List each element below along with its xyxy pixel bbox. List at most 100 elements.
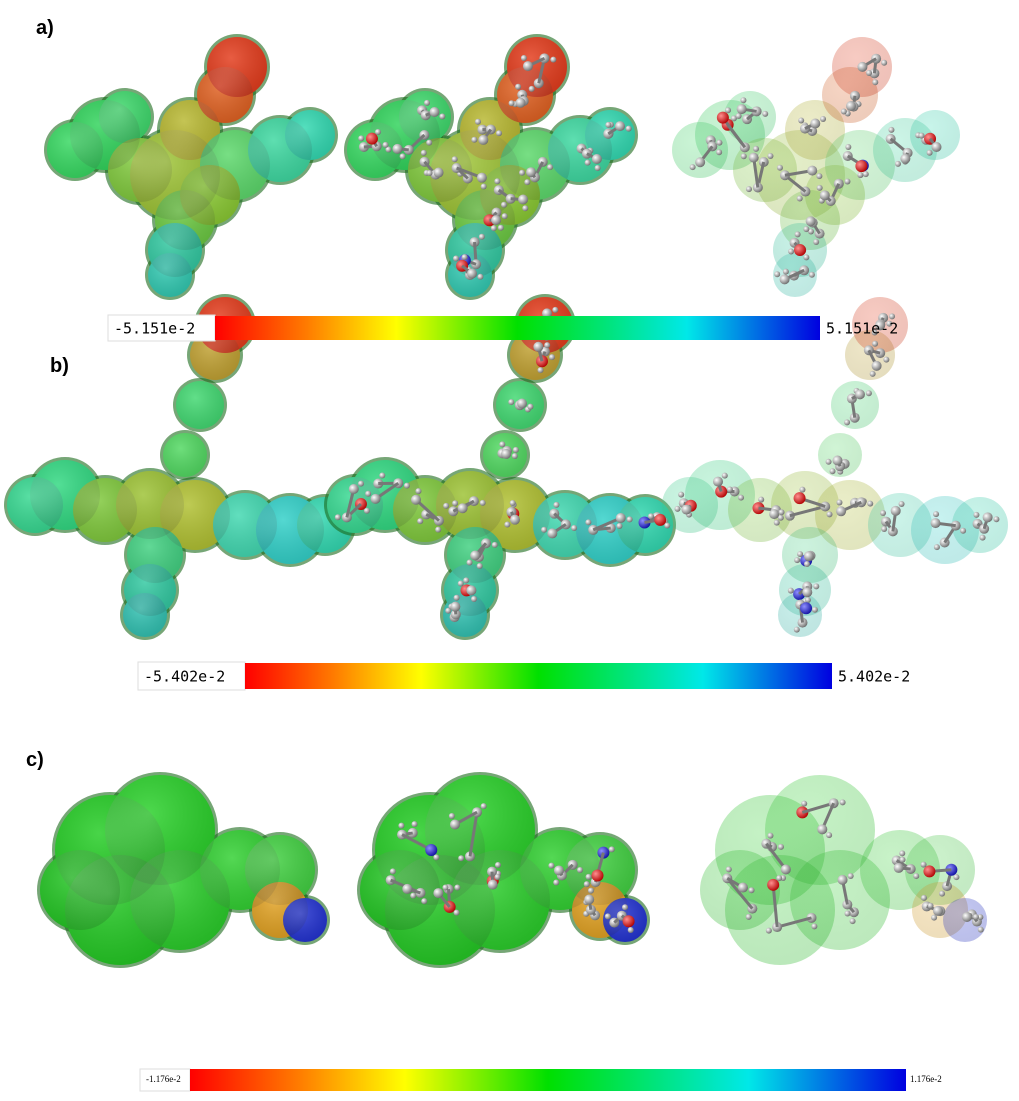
atom-h: [919, 133, 925, 139]
atom-h: [741, 153, 747, 159]
atom-h: [513, 447, 519, 453]
atom: [800, 602, 812, 614]
atom-h: [813, 239, 819, 245]
atom: [717, 112, 729, 124]
molecule: [672, 37, 960, 297]
atom-h: [585, 519, 591, 525]
atom-h: [900, 857, 906, 863]
atom-h: [421, 150, 427, 156]
atom-h: [335, 514, 341, 520]
atom: [488, 880, 498, 890]
atom-h: [812, 607, 818, 613]
atom-h: [774, 520, 780, 526]
atom: [547, 528, 557, 538]
atom-h: [766, 928, 772, 934]
atom-h: [767, 833, 773, 839]
atom: [855, 389, 865, 399]
atom-h: [776, 875, 782, 881]
atom-h: [481, 183, 487, 189]
surface-shade: [123, 593, 167, 637]
atom-h: [515, 84, 521, 90]
atom-h: [798, 117, 804, 123]
atom-h: [538, 367, 544, 373]
atom-h: [870, 371, 876, 377]
atom-h: [866, 70, 872, 76]
atom-h: [479, 234, 485, 240]
scale-max: 5.402e-2: [838, 668, 910, 686]
atom: [923, 865, 935, 877]
atom-h: [458, 580, 464, 586]
atom-h: [549, 354, 555, 360]
atom-h: [628, 927, 634, 933]
atom-h: [726, 866, 732, 872]
atom-h: [830, 468, 836, 474]
atom-h: [767, 153, 773, 159]
panel-label: b): [50, 355, 69, 377]
atom-h: [400, 153, 406, 159]
atom-h: [799, 487, 805, 493]
atom: [466, 585, 476, 595]
atom-h: [794, 627, 800, 633]
atom-h: [740, 97, 746, 103]
atom: [425, 844, 437, 856]
atom: [501, 449, 511, 459]
atom: [554, 865, 564, 875]
atom: [846, 101, 856, 111]
atom: [526, 167, 536, 177]
scale-bar: [190, 1069, 906, 1091]
atom: [584, 894, 594, 904]
atom-h: [827, 511, 833, 517]
atom-h: [622, 904, 628, 910]
atom-h: [379, 473, 385, 479]
atom-h: [439, 113, 445, 119]
atom: [807, 166, 817, 176]
atom: [467, 269, 477, 279]
atom-h: [933, 511, 939, 517]
atom-h: [788, 588, 794, 594]
atom-h: [390, 868, 396, 874]
atom: [491, 215, 501, 225]
atom-h: [746, 914, 752, 920]
atom-h: [716, 140, 722, 146]
atom-h: [541, 527, 547, 533]
atom-h: [504, 522, 510, 528]
atom: [713, 477, 723, 487]
atom-h: [973, 914, 979, 920]
atom-h: [794, 557, 800, 563]
atom: [450, 819, 460, 829]
atom-h: [435, 527, 441, 533]
atom-h: [931, 915, 937, 921]
atom-h: [934, 544, 940, 550]
atom-h: [921, 895, 927, 901]
atom-h: [452, 156, 458, 162]
atom-h: [953, 874, 959, 880]
atom-h: [453, 255, 459, 261]
atom-h: [383, 142, 389, 148]
atom-h: [801, 801, 807, 807]
atom: [478, 135, 488, 145]
atom-h: [443, 503, 449, 509]
atom-h: [762, 111, 768, 117]
atom-h: [716, 149, 722, 155]
atom-h: [475, 119, 481, 125]
atom-h: [816, 173, 822, 179]
atom-h: [609, 846, 615, 852]
atom-h: [463, 577, 469, 583]
atom-h: [867, 501, 873, 507]
figure: a) b) c) -5.151e-2 5.151e-2 -5.402e-2 5.…: [0, 0, 1019, 1101]
atom: [894, 863, 904, 873]
molecule-images: [4, 34, 1008, 968]
atom-h: [939, 891, 945, 897]
atom-h: [841, 109, 847, 115]
atom-h: [727, 486, 733, 492]
scale-max: 5.151e-2: [826, 320, 898, 338]
atom-h: [820, 116, 826, 122]
atom-h: [809, 272, 815, 278]
atom-h: [495, 874, 501, 880]
atom-h: [442, 885, 448, 891]
atom-h: [492, 542, 498, 548]
atom-h: [803, 226, 809, 232]
atom: [434, 168, 444, 178]
surface-shade: [40, 850, 120, 930]
atom: [517, 399, 527, 409]
